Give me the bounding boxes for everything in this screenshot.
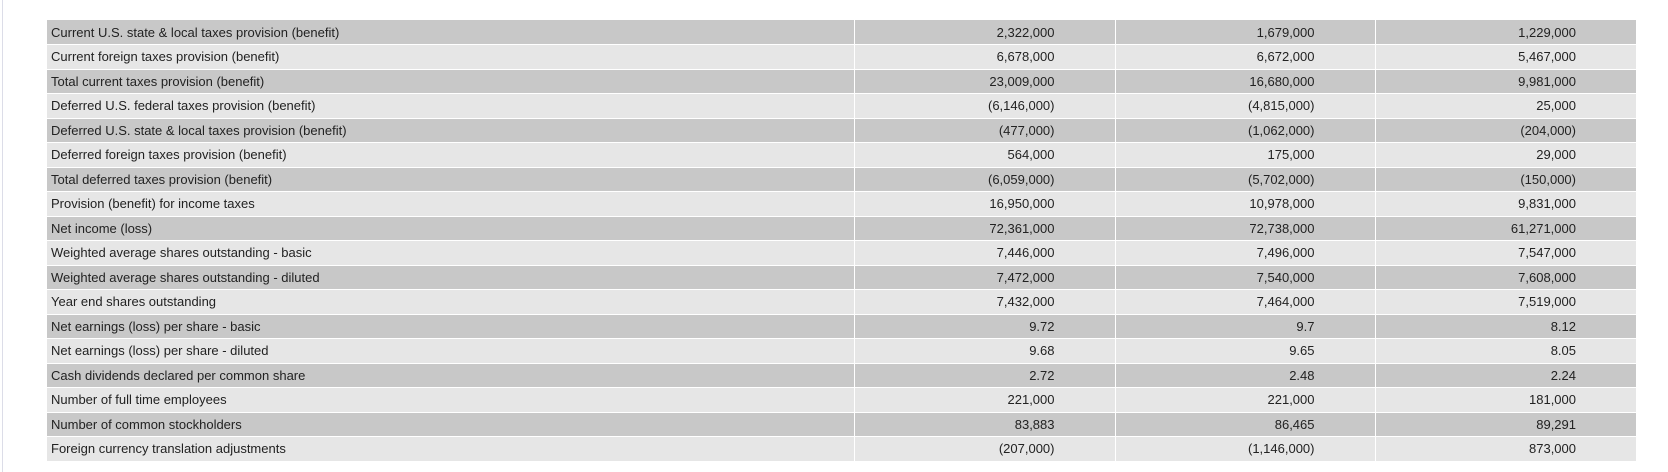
value-col-3: 7,519,000 — [1375, 289, 1636, 315]
value-col-3: 2.24 — [1375, 363, 1636, 388]
table-row: Deferred U.S. federal taxes provision (b… — [47, 93, 1636, 119]
value-col-2: 7,540,000 — [1115, 265, 1376, 290]
table-row: Net earnings (loss) per share - basic 9.… — [47, 314, 1636, 339]
value-col-2: 6,672,000 — [1115, 44, 1376, 70]
value-col-3: 8.12 — [1375, 314, 1636, 339]
row-label: Year end shares outstanding — [47, 289, 855, 315]
row-label: Number of common stockholders — [47, 412, 855, 437]
table-row: Weighted average shares outstanding - ba… — [47, 240, 1636, 266]
table-row: Number of common stockholders 83,883 86,… — [47, 412, 1636, 437]
table-row: Deferred U.S. state & local taxes provis… — [47, 118, 1636, 143]
row-label: Provision (benefit) for income taxes — [47, 191, 855, 217]
value-col-3: 9,831,000 — [1375, 191, 1636, 217]
row-label: Net income (loss) — [47, 216, 855, 241]
value-col-2: 16,680,000 — [1115, 69, 1376, 94]
value-col-2: 9.7 — [1115, 314, 1376, 339]
page-left-border — [2, 0, 3, 472]
financial-data-table: Current U.S. state & local taxes provisi… — [47, 20, 1636, 462]
table-row: Year end shares outstanding 7,432,000 7,… — [47, 289, 1636, 315]
value-col-2: (1,146,000) — [1115, 436, 1376, 462]
table-row: Foreign currency translation adjustments… — [47, 436, 1636, 462]
value-col-2: 7,464,000 — [1115, 289, 1376, 315]
value-col-2: (4,815,000) — [1115, 93, 1376, 119]
value-col-3: 89,291 — [1375, 412, 1636, 437]
value-col-1: (207,000) — [854, 436, 1116, 462]
value-col-3: 8.05 — [1375, 338, 1636, 364]
value-col-1: 7,472,000 — [854, 265, 1116, 290]
table-row: Weighted average shares outstanding - di… — [47, 265, 1636, 290]
value-col-3: 9,981,000 — [1375, 69, 1636, 94]
value-col-2: 86,465 — [1115, 412, 1376, 437]
value-col-3: 25,000 — [1375, 93, 1636, 119]
value-col-3: 873,000 — [1375, 436, 1636, 462]
value-col-1: 16,950,000 — [854, 191, 1116, 217]
value-col-1: (6,059,000) — [854, 167, 1116, 192]
value-col-2: 10,978,000 — [1115, 191, 1376, 217]
row-label: Deferred U.S. state & local taxes provis… — [47, 118, 855, 143]
value-col-1: 2,322,000 — [854, 20, 1116, 45]
value-col-2: 9.65 — [1115, 338, 1376, 364]
value-col-3: 5,467,000 — [1375, 44, 1636, 70]
row-label: Cash dividends declared per common share — [47, 363, 855, 388]
value-col-1: 9.72 — [854, 314, 1116, 339]
value-col-3: (150,000) — [1375, 167, 1636, 192]
row-label: Net earnings (loss) per share - diluted — [47, 338, 855, 364]
row-label: Total current taxes provision (benefit) — [47, 69, 855, 94]
row-label: Current foreign taxes provision (benefit… — [47, 44, 855, 70]
table-row: Net earnings (loss) per share - diluted … — [47, 338, 1636, 364]
value-col-1: 9.68 — [854, 338, 1116, 364]
value-col-3: 181,000 — [1375, 387, 1636, 413]
value-col-2: 175,000 — [1115, 142, 1376, 168]
value-col-2: (5,702,000) — [1115, 167, 1376, 192]
table-row: Total current taxes provision (benefit) … — [47, 69, 1636, 94]
value-col-2: 1,679,000 — [1115, 20, 1376, 45]
value-col-2: 72,738,000 — [1115, 216, 1376, 241]
row-label: Weighted average shares outstanding - ba… — [47, 240, 855, 266]
value-col-3: 1,229,000 — [1375, 20, 1636, 45]
row-label: Weighted average shares outstanding - di… — [47, 265, 855, 290]
table-row: Current U.S. state & local taxes provisi… — [47, 20, 1636, 45]
value-col-3: (204,000) — [1375, 118, 1636, 143]
value-col-1: 7,446,000 — [854, 240, 1116, 266]
table-row: Number of full time employees 221,000 22… — [47, 387, 1636, 413]
value-col-1: (6,146,000) — [854, 93, 1116, 119]
row-label: Deferred U.S. federal taxes provision (b… — [47, 93, 855, 119]
value-col-1: 2.72 — [854, 363, 1116, 388]
row-label: Net earnings (loss) per share - basic — [47, 314, 855, 339]
row-label: Foreign currency translation adjustments — [47, 436, 855, 462]
row-label: Current U.S. state & local taxes provisi… — [47, 20, 855, 45]
value-col-3: 7,608,000 — [1375, 265, 1636, 290]
value-col-1: 83,883 — [854, 412, 1116, 437]
value-col-1: 23,009,000 — [854, 69, 1116, 94]
table-row: Deferred foreign taxes provision (benefi… — [47, 142, 1636, 168]
value-col-1: 72,361,000 — [854, 216, 1116, 241]
value-col-2: 2.48 — [1115, 363, 1376, 388]
value-col-3: 29,000 — [1375, 142, 1636, 168]
value-col-1: (477,000) — [854, 118, 1116, 143]
table-row: Current foreign taxes provision (benefit… — [47, 44, 1636, 70]
value-col-1: 221,000 — [854, 387, 1116, 413]
value-col-2: (1,062,000) — [1115, 118, 1376, 143]
value-col-2: 221,000 — [1115, 387, 1376, 413]
row-label: Deferred foreign taxes provision (benefi… — [47, 142, 855, 168]
table-row: Total deferred taxes provision (benefit)… — [47, 167, 1636, 192]
row-label: Number of full time employees — [47, 387, 855, 413]
table-row: Cash dividends declared per common share… — [47, 363, 1636, 388]
value-col-2: 7,496,000 — [1115, 240, 1376, 266]
table-row: Net income (loss) 72,361,000 72,738,000 … — [47, 216, 1636, 241]
value-col-3: 7,547,000 — [1375, 240, 1636, 266]
row-label: Total deferred taxes provision (benefit) — [47, 167, 855, 192]
value-col-1: 6,678,000 — [854, 44, 1116, 70]
value-col-1: 564,000 — [854, 142, 1116, 168]
table-row: Provision (benefit) for income taxes 16,… — [47, 191, 1636, 217]
value-col-1: 7,432,000 — [854, 289, 1116, 315]
value-col-3: 61,271,000 — [1375, 216, 1636, 241]
